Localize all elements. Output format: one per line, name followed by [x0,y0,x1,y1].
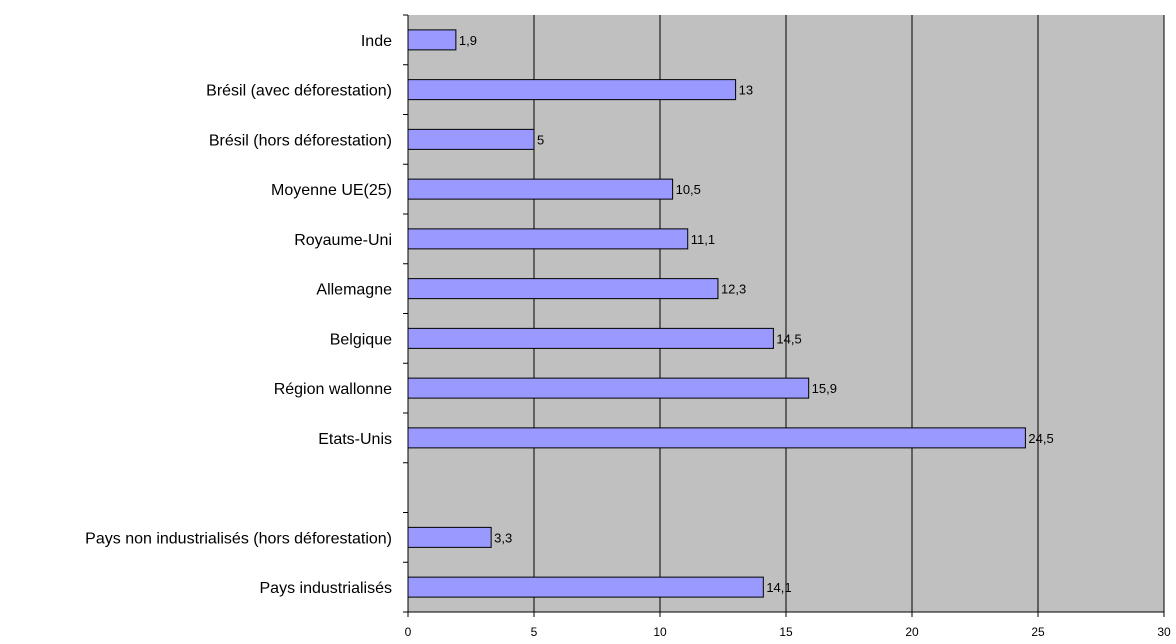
bar [407,278,719,300]
labels: 1,9 Inde 13 Brésil (avec déforestation) 5 Bré… [85,33,1171,639]
category-label: Brésil (avec déforestation) [206,83,392,100]
category-label: Pays industrialisés [260,580,393,597]
data-label: 14,5 [776,331,801,346]
bar [407,178,674,200]
data-label: 11,1 [691,232,715,247]
bar [407,79,737,101]
bar [407,128,535,150]
x-tick-label: 0 [405,625,412,639]
gridlines [533,15,1165,612]
data-label: 3,3 [494,530,512,545]
bar [407,29,457,51]
category-label: Moyenne UE(25) [271,182,392,199]
category-label: Etats-Unis [318,431,392,448]
data-label: 1,9 [459,33,477,48]
category-label: Pays non industrialisés (hors déforestat… [85,530,392,547]
data-label: 24,5 [1028,431,1053,446]
category-label: Région wallonne [274,381,392,398]
data-label: 15,9 [812,381,837,396]
data-label: 13 [739,83,753,98]
category-label: Brésil (hors déforestation) [209,132,392,149]
axes [403,14,1165,617]
data-label: 5 [537,132,544,147]
data-label: 12,3 [721,282,746,297]
data-label: 14,1 [766,580,791,595]
category-label: Belgique [330,331,392,348]
bar [407,526,492,548]
bar [407,377,810,399]
category-label: Allemagne [316,282,392,299]
category-label: Inde [361,33,392,50]
x-tick-label: 20 [905,625,919,639]
x-tick-label: 10 [653,625,667,639]
data-label: 10,5 [676,182,701,197]
bar [407,228,689,250]
bar [407,576,764,598]
x-tick-label: 30 [1157,625,1171,639]
x-tick-label: 15 [779,625,793,639]
x-tick-label: 5 [531,625,538,639]
category-label: Royaume-Uni [294,232,392,249]
bar [407,427,1026,449]
bar [407,327,774,349]
x-tick-label: 25 [1031,625,1045,639]
